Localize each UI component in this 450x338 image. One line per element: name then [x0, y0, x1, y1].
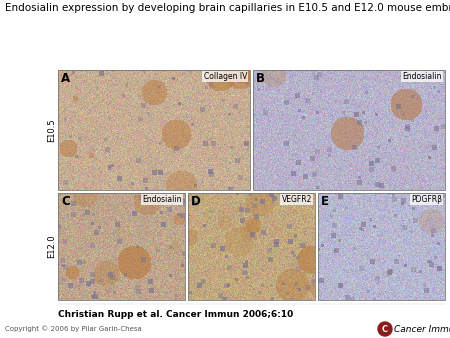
Text: C: C — [61, 195, 70, 208]
Text: A: A — [61, 72, 70, 85]
Text: Endosialin expression by developing brain capillaries in E10.5 and E12.0 mouse e: Endosialin expression by developing brai… — [5, 3, 450, 13]
Text: E10.5: E10.5 — [48, 118, 57, 142]
Text: Endosialin: Endosialin — [143, 195, 182, 204]
Text: E: E — [321, 195, 329, 208]
Bar — [58, 70, 250, 190]
Text: Endosialin: Endosialin — [402, 72, 442, 81]
Text: Cancer Immunity: Cancer Immunity — [394, 324, 450, 334]
Bar — [58, 193, 185, 300]
Bar — [318, 193, 445, 300]
Text: B: B — [256, 72, 265, 85]
Text: PDGFRβ: PDGFRβ — [411, 195, 442, 204]
Text: E12.0: E12.0 — [48, 235, 57, 258]
Text: C: C — [382, 324, 388, 334]
Bar — [188, 193, 315, 300]
Bar — [253, 70, 445, 190]
Text: VEGFR2: VEGFR2 — [282, 195, 312, 204]
Text: Christian Rupp et al. Cancer Immun 2006;6:10: Christian Rupp et al. Cancer Immun 2006;… — [58, 310, 293, 319]
Text: D: D — [191, 195, 201, 208]
Text: Collagen IV: Collagen IV — [203, 72, 247, 81]
Text: Copyright © 2006 by Pilar Garin-Chesa: Copyright © 2006 by Pilar Garin-Chesa — [5, 325, 142, 332]
Circle shape — [378, 322, 392, 336]
